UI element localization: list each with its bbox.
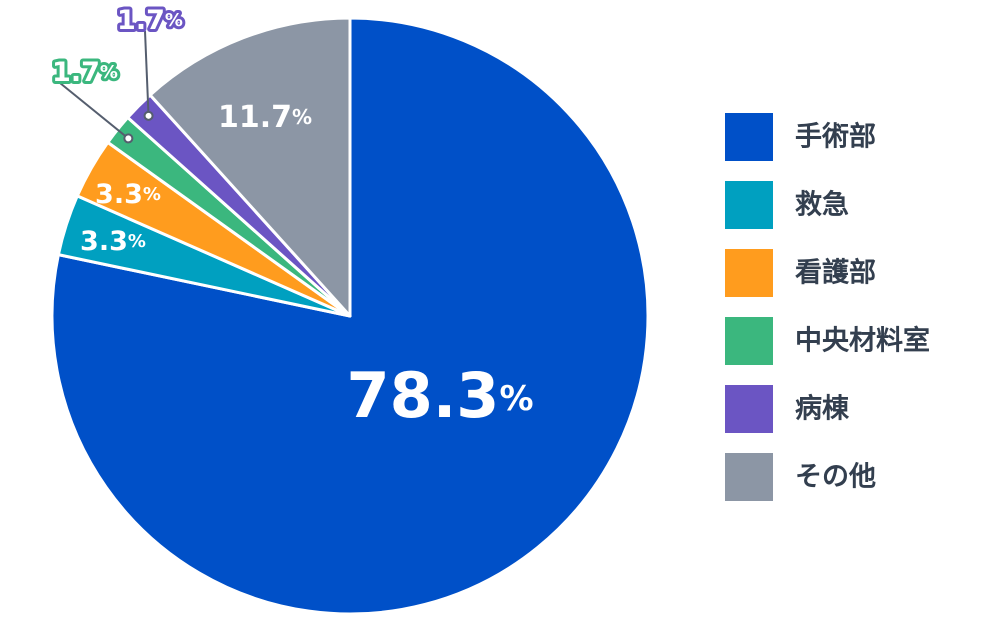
- legend-swatch-5: [725, 453, 773, 501]
- slice-4-leader-dot: [143, 110, 154, 121]
- leader-lines: [59, 30, 154, 144]
- legend-item-0: 手術部: [725, 113, 876, 161]
- slice-0-label-unit: %: [499, 379, 533, 419]
- legend-item-2: 看護部: [725, 249, 876, 297]
- legend-swatch-3: [725, 317, 773, 365]
- legend-label-0: 手術部: [795, 121, 876, 153]
- legend-swatch-2: [725, 249, 773, 297]
- slice-labels: 78.3%3.3%3.3%1.7%1.7%11.7%: [49, 2, 533, 433]
- slice-3-data-label: 1.7%: [52, 57, 118, 88]
- legend-label-2: 看護部: [795, 257, 876, 289]
- legend-swatch-1: [725, 181, 773, 229]
- legend-label-4: 病棟: [795, 394, 850, 425]
- slice-4-data-label: 1.7%: [117, 5, 183, 36]
- slice-2-label-value: 3.3: [95, 179, 143, 210]
- legend-swatch-4: [725, 385, 773, 433]
- slice-1-data-label: 3.3%: [80, 226, 146, 257]
- slice-4-label-unit: %: [165, 10, 183, 31]
- slice-3-label-value: 1.7: [52, 57, 100, 88]
- legend-item-1: 救急: [725, 181, 849, 229]
- slice-2-label-unit: %: [143, 184, 161, 205]
- slice-4-label-value: 1.7: [117, 5, 165, 36]
- slice-3-leader-line: [59, 82, 129, 140]
- legend-label-5: その他: [795, 462, 876, 493]
- slice-5-wedge: [148, 16, 352, 318]
- legend-item-4: 病棟: [725, 385, 850, 433]
- pie-slices: [50, 16, 650, 616]
- slice-4-leader-line: [144, 30, 150, 116]
- slice-1-label-value: 3.3: [80, 226, 128, 257]
- legend-swatch-0: [725, 113, 773, 161]
- legend-label-1: 救急: [795, 189, 849, 221]
- slice-5-label-value: 11.7: [218, 100, 292, 135]
- slice-0-label-value: 78.3: [346, 359, 499, 432]
- slice-3-leader-dot: [123, 133, 134, 144]
- slice-5-label-unit: %: [292, 105, 312, 129]
- slice-2-data-label: 3.3%: [95, 179, 161, 210]
- legend-label-3: 中央材料室: [795, 325, 930, 357]
- slice-5-data-label: 11.7%: [218, 100, 312, 135]
- legend-item-5: その他: [725, 453, 876, 501]
- slice-3-label-unit: %: [100, 62, 118, 83]
- slice-1-label-unit: %: [128, 231, 146, 252]
- legend-item-3: 中央材料室: [725, 317, 930, 365]
- slice-0-data-label: 78.3%: [346, 359, 533, 432]
